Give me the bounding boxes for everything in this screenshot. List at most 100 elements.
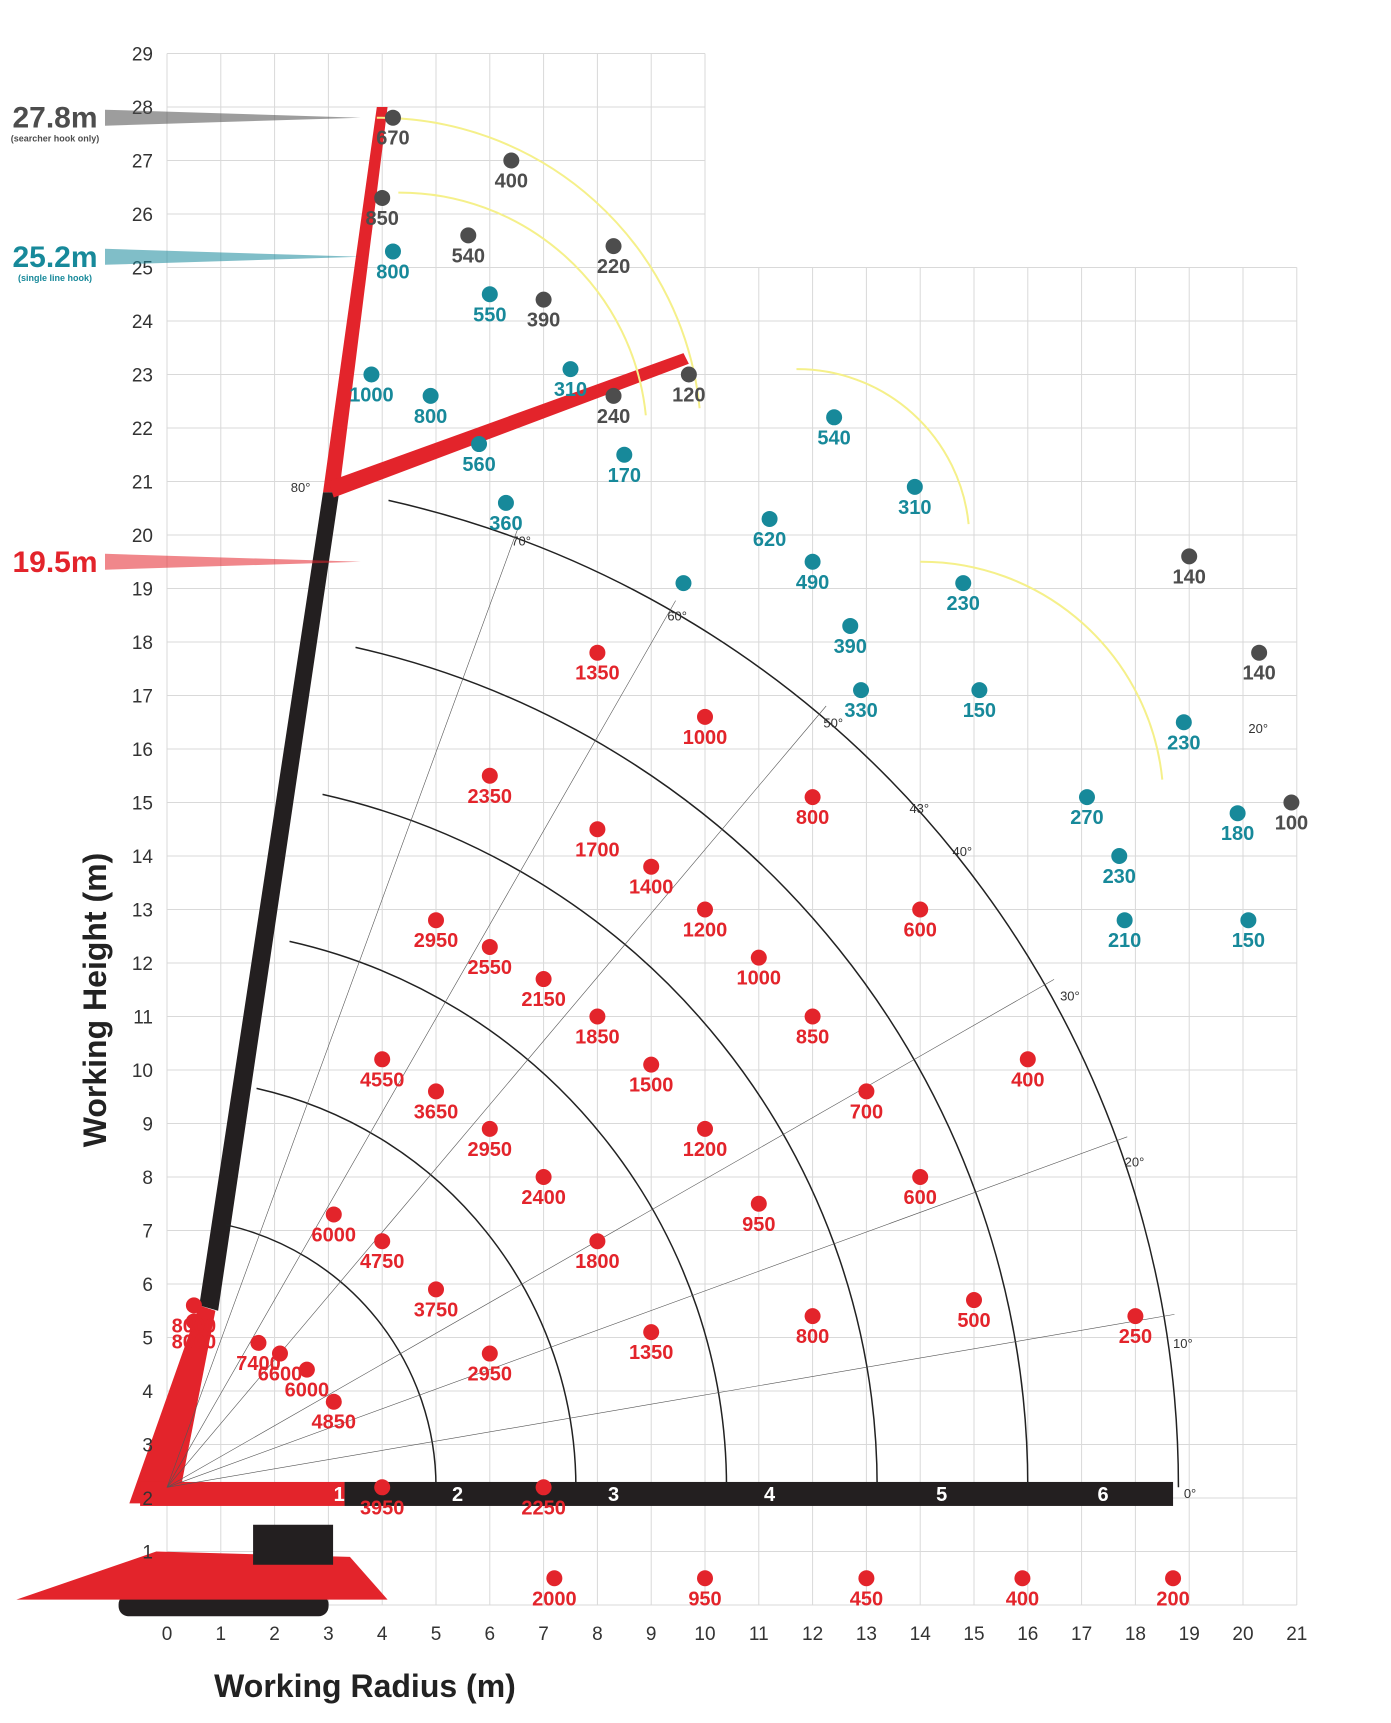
reach-arc xyxy=(322,793,878,1488)
boom-section-label: 3 xyxy=(608,1484,619,1506)
y-tick-label: 5 xyxy=(142,1329,153,1350)
reach-arc xyxy=(355,646,1029,1488)
y-tick-label: 26 xyxy=(132,205,153,226)
load-value-label: 1850 xyxy=(575,1027,620,1049)
x-tick-label: 16 xyxy=(1017,1624,1038,1645)
load-point xyxy=(535,291,552,308)
load-value-label: 180 xyxy=(1221,823,1254,845)
load-point xyxy=(826,409,843,426)
load-point xyxy=(481,1345,498,1362)
load-value-label: 1000 xyxy=(737,968,782,990)
load-value-label: 330 xyxy=(844,700,877,722)
load-value-label: 3750 xyxy=(414,1299,459,1321)
load-value-label: 800 xyxy=(796,1326,829,1348)
load-point xyxy=(422,387,439,404)
angle-label: 40° xyxy=(952,844,972,859)
load-value-label: 2550 xyxy=(468,957,513,979)
load-point xyxy=(912,1169,929,1185)
x-axis-title: Working Radius (m) xyxy=(214,1668,516,1704)
load-point xyxy=(1014,1570,1031,1587)
load-value-label: 400 xyxy=(1011,1069,1044,1091)
load-value-label: 200 xyxy=(1156,1588,1189,1610)
y-tick-label: 2 xyxy=(142,1489,153,1510)
angle-label: 20° xyxy=(1125,1154,1145,1169)
load-point xyxy=(384,243,401,260)
load-point xyxy=(374,189,391,206)
load-value-label: 150 xyxy=(1232,930,1265,952)
angle-label: 43° xyxy=(909,801,929,816)
y-tick-label: 13 xyxy=(132,901,153,922)
load-point xyxy=(643,1324,660,1341)
y-tick-label: 8 xyxy=(142,1168,153,1189)
load-point xyxy=(374,1233,391,1250)
load-value-label: 140 xyxy=(1173,566,1206,588)
load-value-label: 6600 xyxy=(258,1364,303,1386)
load-point xyxy=(605,387,622,404)
jib-arc xyxy=(920,560,1164,780)
x-tick-label: 12 xyxy=(802,1624,823,1645)
load-point xyxy=(955,575,972,592)
load-point xyxy=(1251,644,1268,661)
load-point xyxy=(325,1393,342,1410)
load-value-label: 540 xyxy=(817,427,850,449)
height-callout-note: (searcher hook only) xyxy=(11,134,100,144)
load-point xyxy=(971,682,988,699)
load-value-label: 850 xyxy=(796,1027,829,1049)
x-tick-label: 19 xyxy=(1179,1624,1200,1645)
load-point xyxy=(481,938,498,955)
load-point xyxy=(363,366,380,383)
y-tick-label: 10 xyxy=(132,1061,153,1082)
load-value-label: 4850 xyxy=(312,1412,357,1434)
load-value-label: 1500 xyxy=(629,1075,674,1097)
y-tick-label: 11 xyxy=(133,1008,153,1029)
load-point xyxy=(271,1345,288,1362)
height-callout-pointer xyxy=(105,248,361,265)
angle-label: 20° xyxy=(1248,721,1268,736)
y-tick-label: 14 xyxy=(132,847,154,868)
load-value-label: 2250 xyxy=(521,1497,566,1519)
load-point xyxy=(471,436,488,453)
load-point xyxy=(1078,789,1095,806)
load-value-label: 2150 xyxy=(521,989,566,1011)
load-point xyxy=(1175,714,1192,731)
boom-section-label: 2 xyxy=(452,1484,463,1506)
upper-jib xyxy=(323,107,388,493)
load-point xyxy=(853,682,870,699)
x-tick-label: 21 xyxy=(1286,1624,1307,1645)
horizontal-boom xyxy=(344,1481,1174,1506)
load-point xyxy=(185,1297,202,1314)
y-tick-label: 21 xyxy=(132,473,153,494)
y-tick-label: 27 xyxy=(132,152,153,173)
load-value-label: 1200 xyxy=(683,920,728,942)
boom-section-label: 6 xyxy=(1098,1484,1109,1506)
load-point xyxy=(643,858,660,875)
load-point xyxy=(589,1008,606,1025)
jib-arc xyxy=(398,191,647,416)
load-point xyxy=(428,1281,444,1298)
boom-section-label: 5 xyxy=(936,1484,947,1506)
load-value-label: 230 xyxy=(1167,732,1200,754)
load-value-label: 700 xyxy=(850,1101,883,1123)
load-value-label: 1350 xyxy=(575,663,620,685)
load-point xyxy=(697,901,713,918)
axis-labels: 0 1 2 3 4 5 6 7 8 9 10 11 12 13 14 15 16 17 18 19 20 21123456… xyxy=(11,45,1308,1646)
load-point xyxy=(535,1169,552,1185)
height-callout-note: (single line hook) xyxy=(18,273,92,283)
load-value-label: 7400 xyxy=(236,1353,281,1375)
angle-ray xyxy=(166,1136,1128,1488)
load-point xyxy=(1019,1051,1036,1068)
load-point xyxy=(912,901,929,918)
load-value-label: 1700 xyxy=(575,839,620,861)
reach-arc xyxy=(225,1224,437,1488)
luffing-jib xyxy=(328,353,689,498)
load-value-label: 170 xyxy=(608,465,641,487)
load-point xyxy=(589,644,606,661)
x-tick-label: 17 xyxy=(1071,1624,1092,1645)
y-tick-label: 17 xyxy=(132,687,153,708)
x-tick-label: 14 xyxy=(910,1624,932,1645)
horizontal-boom-red xyxy=(140,1481,345,1506)
load-value-label: 490 xyxy=(796,572,829,594)
load-point xyxy=(906,478,923,495)
load-value-label: 1000 xyxy=(683,727,728,749)
